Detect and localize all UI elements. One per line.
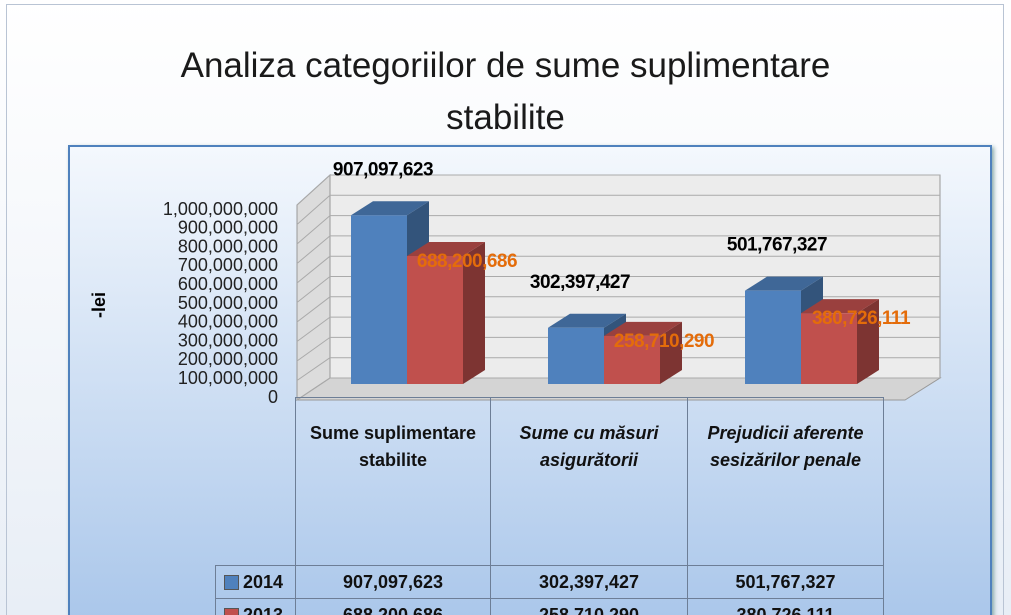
bar xyxy=(801,313,857,384)
legend-cell: 2014 xyxy=(215,565,296,599)
y-tick-label: 500,000,000 xyxy=(178,293,278,313)
y-tick-label: 800,000,000 xyxy=(178,236,278,256)
bar xyxy=(745,290,801,384)
bar-top xyxy=(604,321,682,336)
value-label: 380,726,111 xyxy=(812,308,911,329)
table-value: 501,767,327 xyxy=(687,565,884,599)
category-header: Prejudicii aferente sesizărilor penale xyxy=(687,397,884,566)
bar-top xyxy=(548,313,626,328)
table-value: 380,726,111 xyxy=(687,598,884,615)
grid-line xyxy=(296,316,331,342)
bar xyxy=(351,215,407,384)
bar-side xyxy=(660,321,682,384)
legend-cell: 2013 xyxy=(215,598,296,615)
grid-line xyxy=(296,255,331,284)
grid-line xyxy=(296,174,331,206)
table-value: 258,710,290 xyxy=(490,598,688,615)
table-value: 688,200,686 xyxy=(295,598,491,615)
y-tick-label: 700,000,000 xyxy=(178,255,278,275)
y-tick-label: 200,000,000 xyxy=(178,349,278,369)
category-header: Sume suplimentare stabilite xyxy=(295,397,491,566)
legend-label: 2014 xyxy=(243,571,284,592)
category-header: Sume cu măsuri asigurătorii xyxy=(490,397,688,566)
y-tick-label: 400,000,000 xyxy=(178,312,278,332)
y-tick-label: 900,000,000 xyxy=(178,218,278,238)
bar-top xyxy=(407,241,485,256)
grid-line xyxy=(296,276,331,303)
value-label: 501,767,327 xyxy=(727,235,827,256)
y-tick-label: 100,000,000 xyxy=(178,368,278,388)
grid-line xyxy=(296,215,331,245)
grid-line xyxy=(296,296,331,323)
bar xyxy=(407,255,463,384)
grid-line xyxy=(296,194,331,225)
y-tick-label: 0 xyxy=(268,387,278,407)
legend-swatch xyxy=(224,607,239,615)
grid-line xyxy=(296,377,331,401)
chart-border xyxy=(6,4,1004,615)
legend-label: 2013 xyxy=(243,604,284,615)
y-tick-label: 600,000,000 xyxy=(178,274,278,294)
bar xyxy=(548,327,604,384)
bar-top xyxy=(351,201,429,216)
value-label: 688,200,686 xyxy=(417,251,517,272)
y-tick-label: 300,000,000 xyxy=(178,330,278,350)
legend-swatch xyxy=(224,574,239,590)
y-axis-label: -lei xyxy=(89,292,109,318)
value-label: 302,397,427 xyxy=(530,272,630,293)
grid-line xyxy=(296,336,331,362)
bar xyxy=(604,335,660,384)
grid-line xyxy=(296,357,331,381)
table-value: 907,097,623 xyxy=(295,565,491,599)
y-tick-label: 1,000,000,000 xyxy=(163,199,278,219)
bar-side xyxy=(463,241,485,384)
value-label: 258,710,290 xyxy=(614,331,714,352)
value-label: 907,097,623 xyxy=(333,159,433,180)
side-wall xyxy=(296,173,331,401)
grid-line xyxy=(296,235,331,264)
bar-top xyxy=(801,299,879,314)
bar-top xyxy=(745,276,823,291)
chart-title: Analiza categoriilor de sume suplimentar… xyxy=(180,46,831,137)
table-value: 302,397,427 xyxy=(490,565,688,599)
bar-side xyxy=(857,299,879,384)
